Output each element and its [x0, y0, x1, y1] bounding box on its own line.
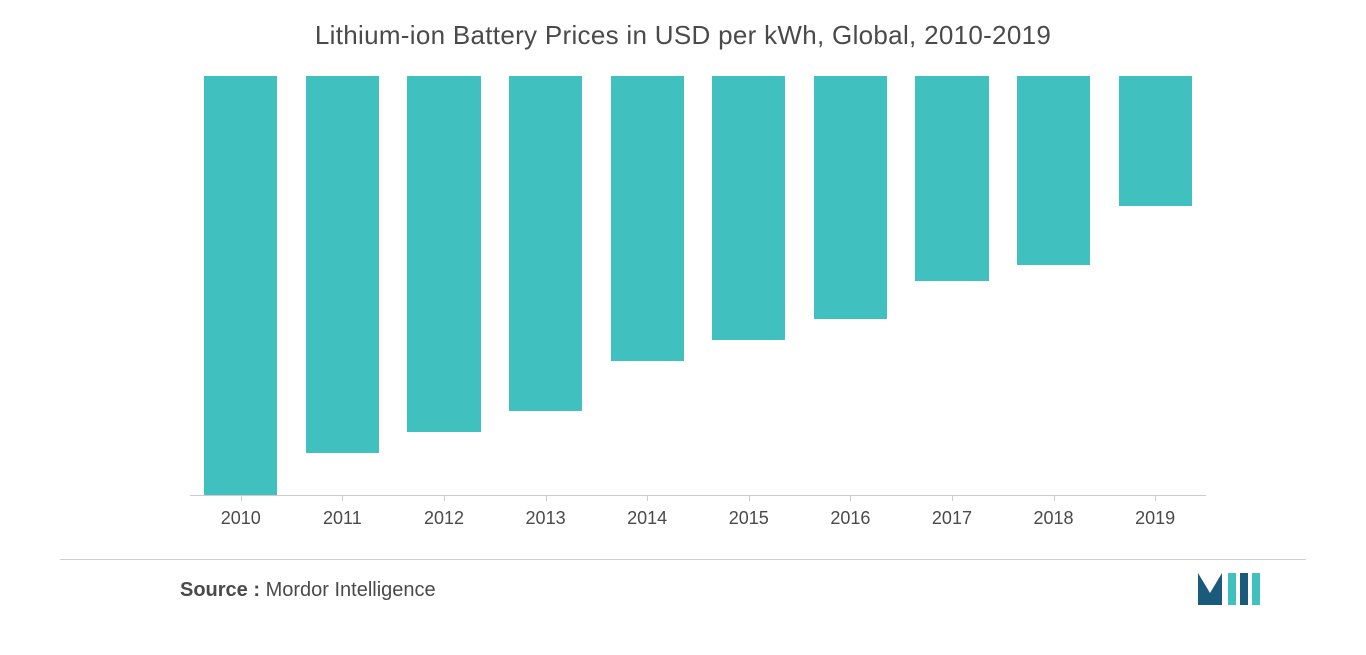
bar [915, 76, 988, 281]
x-tick [749, 495, 750, 501]
x-axis-label: 2013 [495, 508, 597, 529]
bar [611, 76, 684, 361]
bar-group [292, 76, 394, 495]
bar [407, 76, 480, 432]
bar [1017, 76, 1090, 265]
plot-area [190, 76, 1206, 496]
x-axis-label: 2014 [596, 508, 698, 529]
x-tick [241, 495, 242, 501]
x-tick [444, 495, 445, 501]
bar [1119, 76, 1192, 206]
bar-group [800, 76, 902, 495]
footer-divider [60, 559, 1306, 560]
bars-wrapper [190, 76, 1206, 495]
bar-group [190, 76, 292, 495]
bar-group [495, 76, 597, 495]
bar [509, 76, 582, 411]
x-axis-label: 2016 [800, 508, 902, 529]
source-label: Source : [180, 579, 260, 601]
bar-group [1003, 76, 1105, 495]
bar-group [901, 76, 1003, 495]
x-axis-labels: 2010201120122013201420152016201720182019 [190, 508, 1206, 529]
x-tick [546, 495, 547, 501]
x-tick [952, 495, 953, 501]
x-axis-label: 2018 [1003, 508, 1105, 529]
x-axis-label: 2011 [292, 508, 394, 529]
x-tick [1155, 495, 1156, 501]
x-tick [342, 495, 343, 501]
x-axis-label: 2015 [698, 508, 800, 529]
x-tick [850, 495, 851, 501]
x-axis-label: 2019 [1104, 508, 1206, 529]
x-axis-label: 2010 [190, 508, 292, 529]
bar [712, 76, 785, 340]
footer: Source : Mordor Intelligence [0, 565, 1366, 615]
x-axis-label: 2012 [393, 508, 495, 529]
chart-container: Lithium-ion Battery Prices in USD per kW… [0, 0, 1366, 655]
x-axis-label: 2017 [901, 508, 1003, 529]
mordor-logo-icon [1196, 565, 1266, 615]
bar [204, 76, 277, 495]
bar-group [393, 76, 495, 495]
x-tick [1054, 495, 1055, 501]
bar-group [1104, 76, 1206, 495]
bar [814, 76, 887, 319]
bar [306, 76, 379, 453]
source-text: Source : Mordor Intelligence [180, 579, 436, 602]
chart-title: Lithium-ion Battery Prices in USD per kW… [60, 20, 1306, 51]
x-tick [647, 495, 648, 501]
bar-group [698, 76, 800, 495]
bar-group [596, 76, 698, 495]
source-value: Mordor Intelligence [260, 579, 436, 601]
